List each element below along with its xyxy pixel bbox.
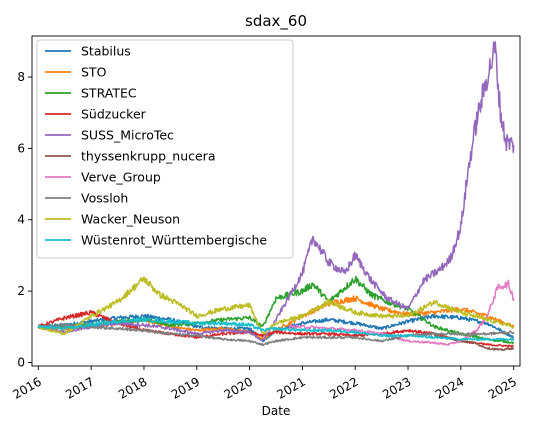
x-tick-label: 2016 [10, 374, 43, 401]
x-tick-label: 2019 [169, 374, 202, 401]
x-tick-label: 2024 [433, 374, 466, 401]
x-tick-label: 2018 [116, 374, 149, 401]
y-tick-label: 8 [17, 70, 25, 84]
legend-label: Wüstenrot_Württembergische [81, 233, 267, 248]
y-tick-label: 0 [17, 355, 25, 369]
series-line-vossloh [37, 323, 515, 346]
legend-label: Südzucker [81, 107, 147, 122]
legend-label: Stabilus [81, 44, 131, 59]
legend-label: Verve_Group [81, 170, 161, 185]
legend-box [36, 39, 294, 259]
x-tick-label: 2017 [63, 374, 96, 401]
x-tick-label: 2021 [274, 374, 307, 401]
x-tick-label: 2020 [222, 374, 255, 401]
legend-label: Wacker_Neuson [81, 212, 180, 227]
legend-label: Vossloh [81, 191, 128, 206]
x-axis-label: Date [262, 404, 291, 418]
series-line-verve-group [288, 279, 515, 346]
x-tick-label: 2025 [486, 374, 519, 401]
y-tick-label: 6 [17, 141, 25, 155]
legend-label: STO [81, 65, 107, 80]
series-line-w-stenrot-w-rttembergische [37, 317, 515, 342]
x-tick-label: 2023 [380, 374, 413, 401]
series-line-thyssenkrupp-nucera [433, 334, 515, 352]
legend-label: SUSS_MicroTec [81, 128, 174, 143]
x-tick-label: 2022 [327, 374, 360, 401]
legend: Stabilus STO STRATEC Südzucker SUSS_MicroTec… [36, 39, 294, 259]
series-line-wacker-neuson [37, 276, 515, 336]
y-tick-label: 2 [17, 284, 25, 298]
axes-frame [31, 35, 521, 367]
legend-label: thyssenkrupp_nucera [81, 149, 216, 164]
legend-label: STRATEC [81, 86, 137, 101]
chart-title: sdax_60 [245, 12, 307, 31]
plot-layer [37, 41, 515, 352]
y-tick-label: 4 [17, 213, 25, 227]
